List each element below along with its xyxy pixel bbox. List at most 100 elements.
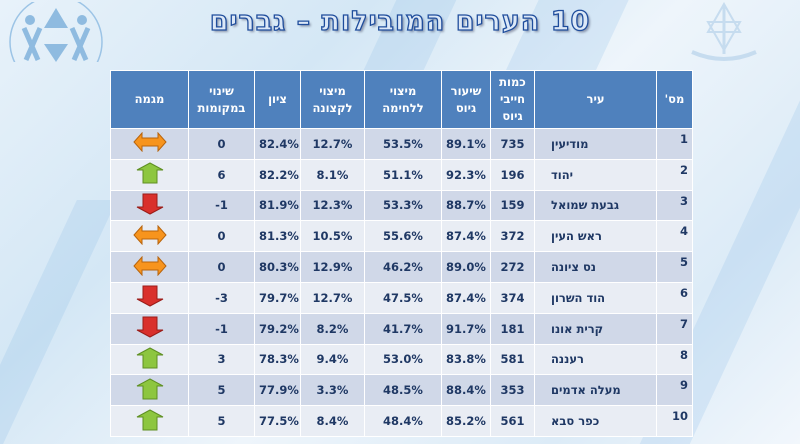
- cell-rate: 87.4%: [441, 220, 491, 253]
- cell-change: 0: [188, 251, 255, 283]
- cell-rate: 89.1%: [441, 128, 491, 160]
- cell-num: 3: [656, 189, 693, 222]
- cell-rate: 89.0%: [441, 251, 491, 283]
- table-row: 8 רעננה 581 83.8% 53.0% 9.4% 78.3% 3: [110, 343, 693, 376]
- cell-score: 79.7%: [254, 281, 301, 314]
- table-row: 6 הוד השרון 374 87.4% 47.5% 12.7% 79.7% -3: [110, 281, 693, 314]
- cell-num: 7: [656, 312, 693, 345]
- cell-count: 196: [490, 158, 535, 191]
- header-score: ציון: [254, 70, 301, 129]
- cell-count: 159: [490, 189, 535, 222]
- cell-change: 5: [188, 374, 255, 407]
- cell-rate: 91.7%: [441, 312, 491, 345]
- cell-officers: 8.4%: [300, 405, 365, 437]
- cell-trend: [110, 220, 189, 253]
- cell-combat: 53.0%: [364, 343, 442, 376]
- cell-officers: 3.3%: [300, 374, 365, 407]
- cell-trend: [110, 251, 189, 283]
- cell-officers: 9.4%: [300, 343, 365, 376]
- cell-officers: 12.3%: [300, 189, 365, 222]
- cell-officers: 8.1%: [300, 158, 365, 191]
- arrow-left-right-icon: [132, 224, 167, 248]
- cell-rate: 92.3%: [441, 158, 491, 191]
- cell-rate: 87.4%: [441, 281, 491, 314]
- cell-score: 81.3%: [254, 220, 301, 253]
- cell-count: 735: [490, 128, 535, 160]
- header-rate: שיעור גיוס: [441, 70, 491, 129]
- table-row: 3 גבעת שמואל 159 88.7% 53.3% 12.3% 81.9% -1: [110, 189, 693, 222]
- cell-city: נס ציונה: [534, 251, 657, 283]
- cell-count: 353: [490, 374, 535, 407]
- cell-combat: 55.6%: [364, 220, 442, 253]
- cell-city: הוד השרון: [534, 281, 657, 314]
- cell-officers: 12.7%: [300, 128, 365, 160]
- cell-num: 6: [656, 281, 693, 314]
- cell-trend: [110, 405, 189, 437]
- cell-count: 181: [490, 312, 535, 345]
- cell-city: ראש העין: [534, 220, 657, 253]
- cell-combat: 51.1%: [364, 158, 442, 191]
- arrow-down-icon: [136, 285, 164, 310]
- table-row: 10 כפר סבא 561 85.2% 48.4% 8.4% 77.5% 5: [110, 405, 693, 437]
- table-row: 1 מודיעין 735 89.1% 53.5% 12.7% 82.4% 0: [110, 128, 693, 160]
- cell-city: קרית אונו: [534, 312, 657, 345]
- cell-officers: 12.9%: [300, 251, 365, 283]
- cell-officers: 8.2%: [300, 312, 365, 345]
- header-city: עיר: [534, 70, 657, 129]
- header-trend: מגמה: [110, 70, 189, 129]
- cell-change: 0: [188, 128, 255, 160]
- background-decoration: [0, 200, 117, 444]
- cell-combat: 48.5%: [364, 374, 442, 407]
- cell-trend: [110, 281, 189, 314]
- table-row: 5 נס ציונה 272 89.0% 46.2% 12.9% 80.3% 0: [110, 251, 693, 283]
- cell-num: 2: [656, 158, 693, 191]
- cell-num: 10: [656, 405, 693, 437]
- cell-rate: 88.4%: [441, 374, 491, 407]
- table-row: 4 ראש העין 372 87.4% 55.6% 10.5% 81.3% 0: [110, 220, 693, 253]
- table-row: 2 יהוד 196 92.3% 51.1% 8.1% 82.2% 6: [110, 158, 693, 191]
- cell-change: 6: [188, 158, 255, 191]
- cell-trend: [110, 128, 189, 160]
- cell-change: -1: [188, 189, 255, 222]
- cell-score: 77.5%: [254, 405, 301, 437]
- cell-combat: 48.4%: [364, 405, 442, 437]
- cell-combat: 53.5%: [364, 128, 442, 160]
- cell-city: רעננה: [534, 343, 657, 376]
- cell-score: 77.9%: [254, 374, 301, 407]
- cell-score: 78.3%: [254, 343, 301, 376]
- cell-change: -3: [188, 281, 255, 314]
- cell-count: 272: [490, 251, 535, 283]
- cities-table: מס' עיר כמות חייבי גיוס שיעור גיוס מיצוי…: [110, 70, 693, 437]
- header-num: מס': [656, 70, 693, 129]
- arrow-up-icon: [136, 162, 164, 187]
- cell-trend: [110, 158, 189, 191]
- cell-trend: [110, 312, 189, 345]
- page-title: 10 הערים המובילות – גברים: [209, 5, 591, 37]
- cell-change: 0: [188, 220, 255, 253]
- cell-combat: 41.7%: [364, 312, 442, 345]
- table-row: 9 מעלה אדמים 353 88.4% 48.5% 3.3% 77.9% 5: [110, 374, 693, 407]
- cell-change: 3: [188, 343, 255, 376]
- arrow-up-icon: [136, 378, 164, 403]
- arrow-left-right-icon: [132, 132, 167, 155]
- header-change: שינוי במקומות: [188, 70, 255, 129]
- cell-score: 81.9%: [254, 189, 301, 222]
- logo-left: [9, 2, 103, 62]
- cell-combat: 47.5%: [364, 281, 442, 314]
- cell-count: 374: [490, 281, 535, 314]
- cell-rate: 88.7%: [441, 189, 491, 222]
- cell-rate: 85.2%: [441, 405, 491, 437]
- cell-num: 8: [656, 343, 693, 376]
- cell-city: יהוד: [534, 158, 657, 191]
- cell-num: 1: [656, 128, 693, 160]
- cell-trend: [110, 374, 189, 407]
- cell-city: מעלה אדמים: [534, 374, 657, 407]
- cell-change: 5: [188, 405, 255, 437]
- arrow-down-icon: [136, 316, 164, 341]
- table-header-row: מס' עיר כמות חייבי גיוס שיעור גיוס מיצוי…: [110, 70, 693, 129]
- cell-num: 4: [656, 220, 693, 253]
- cell-combat: 46.2%: [364, 251, 442, 283]
- cell-trend: [110, 343, 189, 376]
- cell-trend: [110, 189, 189, 222]
- cell-combat: 53.3%: [364, 189, 442, 222]
